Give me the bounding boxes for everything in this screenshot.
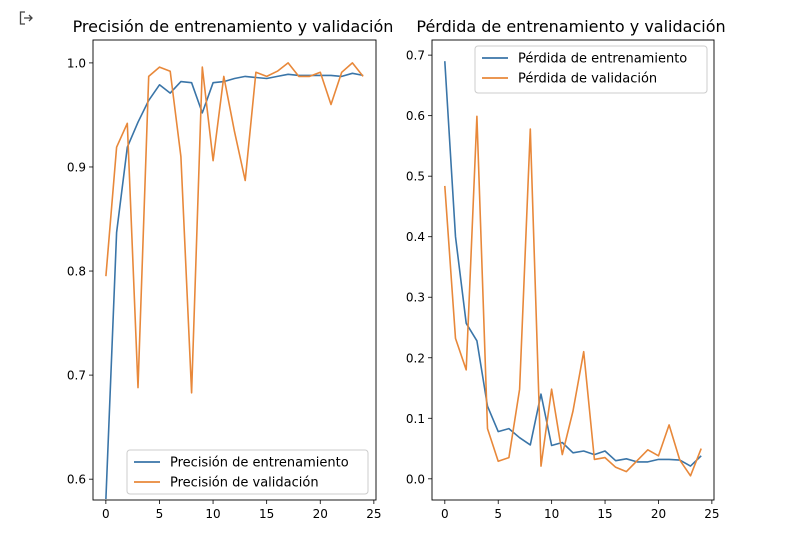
y-tick-label: 0.8 bbox=[67, 265, 86, 279]
plot-frame bbox=[431, 39, 715, 501]
y-tick-label: 0.1 bbox=[406, 412, 425, 426]
legend-label-1: Pérdida de validación bbox=[518, 72, 657, 87]
y-tick-label: 0.4 bbox=[406, 230, 425, 244]
x-tick-label: 0 bbox=[102, 507, 110, 521]
legend-label-0: Precisión de entrenamiento bbox=[170, 456, 349, 471]
x-tick-label: 5 bbox=[156, 507, 164, 521]
y-tick-label: 1.0 bbox=[67, 56, 86, 70]
chart-title: Precisión de entrenamiento y validación bbox=[73, 17, 394, 36]
loss-chart: Pérdida de entrenamiento y validación 0 5 1… bbox=[406, 17, 726, 521]
chart-title: Pérdida de entrenamiento y validación bbox=[416, 17, 725, 36]
y-tick-label: 0.3 bbox=[406, 291, 425, 305]
legend-label-0: Pérdida de entrenamiento bbox=[518, 52, 687, 67]
y-tick-label: 0.2 bbox=[406, 351, 425, 365]
x-tick-label: 20 bbox=[313, 507, 328, 521]
x-tick-label: 25 bbox=[704, 507, 719, 521]
series-line-0 bbox=[105, 72, 364, 500]
legend-box bbox=[474, 45, 708, 94]
x-tick-label: 0 bbox=[441, 507, 449, 521]
output-arrow-icon[interactable] bbox=[18, 9, 36, 27]
y-tick-label: 0.7 bbox=[67, 369, 86, 383]
accuracy-chart: Precisión de entrenamiento y validación 0… bbox=[67, 17, 394, 521]
x-tick-label: 10 bbox=[544, 507, 559, 521]
legend: Precisión de entrenamiento Precisión de v… bbox=[126, 449, 369, 495]
x-tick-label: 10 bbox=[205, 507, 220, 521]
y-tick-label: 0.7 bbox=[406, 49, 425, 63]
y-tick-label: 0.6 bbox=[67, 473, 86, 487]
x-tick-label: 20 bbox=[651, 507, 666, 521]
x-tick-label: 15 bbox=[597, 507, 612, 521]
y-tick-label: 0.0 bbox=[406, 472, 425, 486]
x-tick-label: 5 bbox=[494, 507, 502, 521]
plot-frame bbox=[92, 39, 377, 501]
y-tick-label: 0.5 bbox=[406, 170, 425, 184]
series-line-1 bbox=[444, 115, 702, 477]
series-line-1 bbox=[105, 62, 364, 394]
x-tick-label: 25 bbox=[366, 507, 381, 521]
legend-label-1: Precisión de validación bbox=[170, 476, 319, 491]
y-tick-label: 0.9 bbox=[67, 160, 86, 174]
x-tick-label: 15 bbox=[259, 507, 274, 521]
y-tick-label: 0.6 bbox=[406, 109, 425, 123]
legend: Pérdida de entrenamiento Pérdida de valid… bbox=[474, 45, 708, 94]
legend-box bbox=[126, 449, 369, 495]
series-line-0 bbox=[444, 61, 702, 467]
